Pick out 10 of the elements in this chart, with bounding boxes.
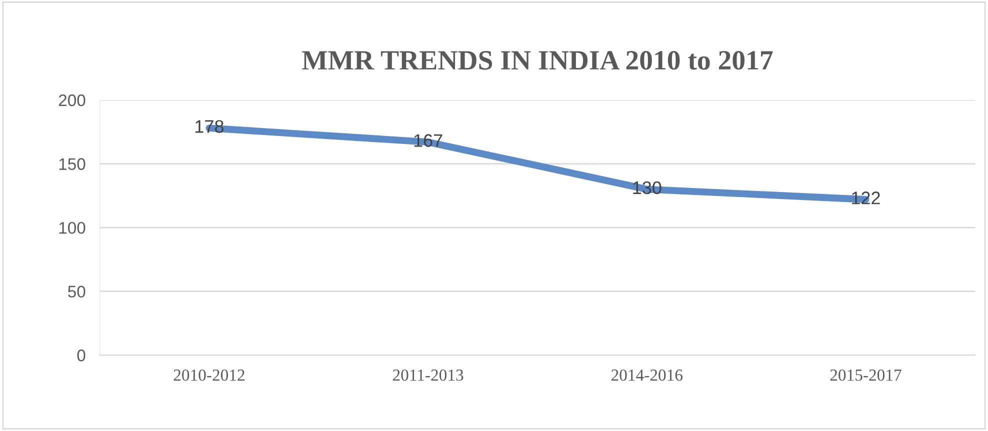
- chart-title: MMR TRENDS IN INDIA 2010 to 2017: [302, 50, 773, 70]
- y-tick-label: 0: [77, 350, 86, 362]
- x-tick-label: 2011-2013: [392, 370, 464, 381]
- y-tick-label: 100: [59, 222, 86, 234]
- y-tick-label: 200: [58, 94, 86, 106]
- x-tick-label: 2014-2016: [612, 370, 683, 381]
- y-tick-label: 50: [68, 286, 86, 298]
- y-tick-label: 150: [59, 158, 86, 170]
- x-tick-label: 2010-2012: [174, 370, 244, 381]
- x-tick-label: 2015-2017: [830, 370, 902, 381]
